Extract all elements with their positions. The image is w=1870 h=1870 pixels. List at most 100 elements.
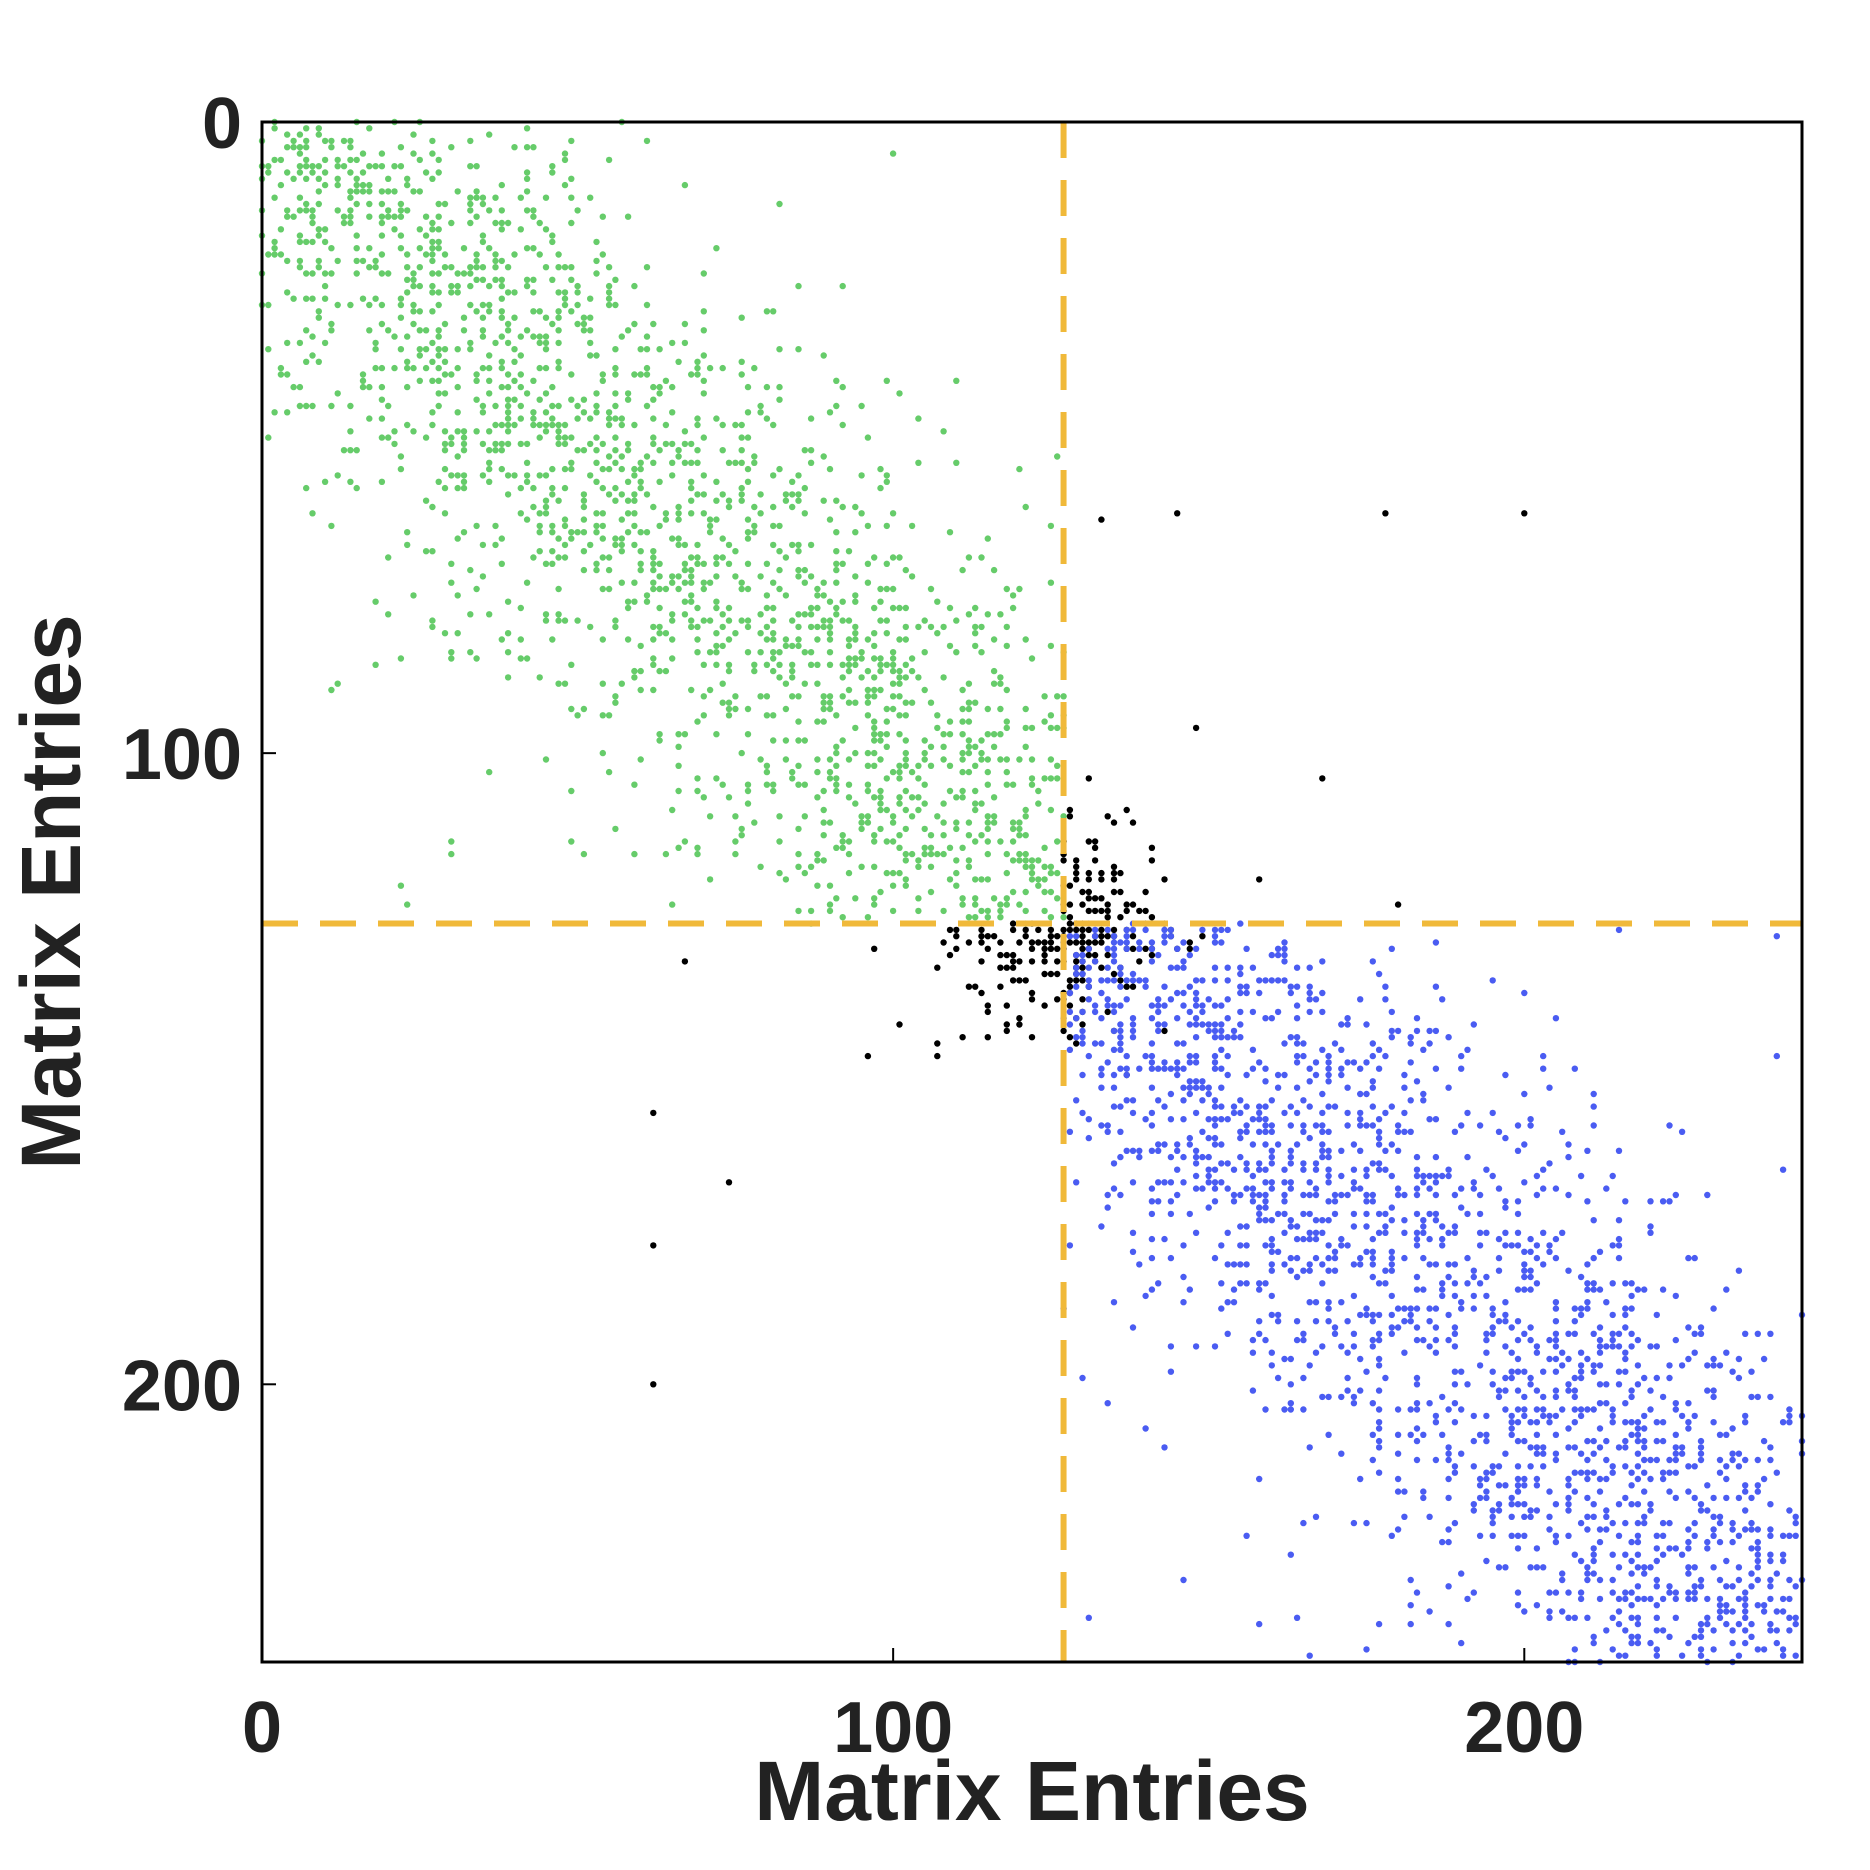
matrix-entry-point: [1577, 1589, 1585, 1596]
matrix-entry-point: [1357, 1475, 1364, 1483]
matrix-entry-point: [965, 718, 973, 725]
matrix-entry-point: [296, 163, 304, 170]
matrix-entry-point: [1262, 1336, 1269, 1344]
matrix-entry-point: [1022, 743, 1029, 750]
matrix-entry-point: [410, 270, 417, 277]
matrix-entry-point: [1659, 1532, 1667, 1540]
matrix-entry-point: [441, 447, 449, 454]
matrix-entry-point: [1729, 1627, 1736, 1634]
matrix-entry-point: [504, 339, 512, 347]
matrix-entry-point: [448, 434, 455, 441]
matrix-entry-point: [732, 850, 739, 858]
matrix-entry-point: [845, 756, 853, 763]
matrix-entry-point: [732, 548, 739, 555]
matrix-entry-point: [978, 989, 985, 997]
matrix-entry-point: [555, 402, 562, 410]
matrix-entry-point: [542, 560, 550, 567]
matrix-entry-point: [1388, 1248, 1396, 1256]
matrix-entry-point: [858, 402, 865, 410]
matrix-entry-point: [896, 674, 903, 681]
matrix-entry-point: [441, 320, 449, 328]
matrix-entry-point: [1451, 1292, 1459, 1300]
matrix-entry-point: [1192, 1229, 1200, 1237]
matrix-entry-point: [435, 333, 442, 340]
matrix-entry-point: [725, 667, 733, 675]
matrix-entry-point: [1653, 1311, 1661, 1319]
matrix-entry-point: [523, 169, 531, 176]
matrix-entry-point: [1375, 1387, 1383, 1394]
matrix-entry-point: [555, 680, 562, 687]
matrix-entry-point: [1521, 1513, 1528, 1521]
matrix-entry-point: [1325, 1305, 1332, 1312]
matrix-entry-point: [1521, 1286, 1528, 1293]
matrix-entry-point: [1565, 1355, 1572, 1363]
matrix-entry-point: [1028, 857, 1036, 864]
matrix-entry-point: [1748, 1620, 1755, 1628]
matrix-entry-point: [1767, 1627, 1774, 1634]
matrix-entry-point: [688, 459, 695, 466]
plot-frame: [260, 120, 1804, 1664]
matrix-entry-point: [915, 762, 922, 769]
matrix-entry-point: [738, 421, 745, 429]
matrix-entry-point: [1742, 1595, 1749, 1603]
matrix-entry-point: [1540, 1393, 1547, 1401]
matrix-entry-point: [1584, 1475, 1591, 1483]
matrix-entry-point: [908, 667, 916, 675]
matrix-entry-point: [1256, 1166, 1263, 1173]
matrix-entry-point: [467, 339, 474, 347]
matrix-entry-point: [1413, 1191, 1421, 1199]
matrix-entry-point: [1357, 1355, 1364, 1363]
matrix-entry-point: [1514, 1198, 1522, 1205]
matrix-entry-point: [1533, 1507, 1541, 1514]
matrix-entry-point: [1237, 1153, 1244, 1161]
matrix-entry-point: [921, 686, 928, 694]
matrix-entry-point: [435, 200, 442, 208]
matrix-entry-point: [1603, 1400, 1610, 1407]
matrix-entry-point: [334, 472, 341, 479]
matrix-entry-point: [744, 705, 752, 713]
matrix-entry-point: [498, 447, 505, 454]
matrix-entry-point: [1022, 933, 1029, 940]
matrix-entry-point: [1685, 1355, 1692, 1363]
matrix-entry-point: [1325, 1166, 1332, 1173]
matrix-entry-point: [1331, 1330, 1339, 1338]
matrix-entry-point: [1710, 1305, 1717, 1312]
matrix-entry-point: [1451, 1280, 1459, 1287]
matrix-entry-point: [1552, 1501, 1560, 1508]
matrix-entry-point: [1091, 1002, 1099, 1009]
matrix-entry-point: [864, 560, 872, 567]
matrix-entry-point: [1199, 1128, 1206, 1136]
matrix-entry-point: [1394, 1324, 1402, 1331]
matrix-entry-point: [1230, 1103, 1238, 1110]
matrix-entry-point: [770, 630, 777, 637]
matrix-entry-point: [397, 245, 405, 252]
matrix-entry-point: [1136, 945, 1143, 952]
matrix-entry-point: [1413, 1336, 1421, 1344]
matrix-entry-point: [915, 806, 922, 814]
matrix-entry-point: [1237, 964, 1244, 971]
matrix-entry-point: [618, 680, 625, 687]
matrix-entry-point: [744, 787, 752, 795]
matrix-entry-point: [1729, 1608, 1736, 1615]
matrix-entry-point: [1274, 977, 1282, 984]
matrix-entry-point: [549, 465, 556, 473]
matrix-entry-point: [1723, 1557, 1730, 1565]
matrix-entry-point: [770, 617, 777, 624]
matrix-entry-point: [1735, 1450, 1743, 1457]
matrix-entry-point: [1748, 1494, 1755, 1502]
matrix-entry-point: [1262, 1217, 1269, 1224]
matrix-entry-point: [1129, 1324, 1137, 1331]
matrix-entry-point: [1230, 1261, 1238, 1268]
matrix-entry-point: [833, 781, 840, 788]
matrix-entry-point: [1022, 813, 1029, 820]
matrix-entry-point: [296, 194, 304, 201]
matrix-entry-point: [504, 396, 512, 403]
matrix-entry-point: [1735, 1463, 1743, 1470]
matrix-entry-point: [1325, 1065, 1332, 1072]
matrix-entry-point: [1382, 1052, 1389, 1060]
matrix-entry-point: [460, 428, 468, 435]
matrix-entry-point: [1224, 1185, 1231, 1192]
matrix-entry-point: [1300, 1160, 1307, 1167]
matrix-entry-point: [1773, 1570, 1781, 1577]
matrix-entry-point: [1180, 1002, 1187, 1009]
